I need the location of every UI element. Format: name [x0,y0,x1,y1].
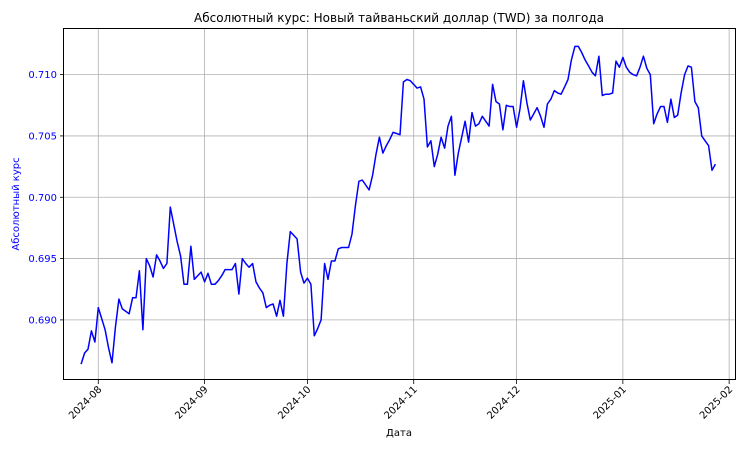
x-axis-label: Дата [386,428,412,439]
plot-area-frame [63,28,736,380]
y-tick-label: 0.705 [28,131,57,142]
y-axis: 0.690 0.695 0.700 0.705 0.710 [28,70,64,326]
grid [64,28,736,380]
y-tick-label: 0.690 [28,315,57,326]
y-tick-label: 0.700 [28,193,57,204]
y-tick-label: 0.695 [28,254,57,265]
chart-title: Абсолютный курс: Новый тайваньский долла… [194,11,604,25]
series-line [80,45,717,365]
y-axis-label: Абсолютный курс [11,157,22,250]
y-tick-label: 0.710 [28,70,57,81]
